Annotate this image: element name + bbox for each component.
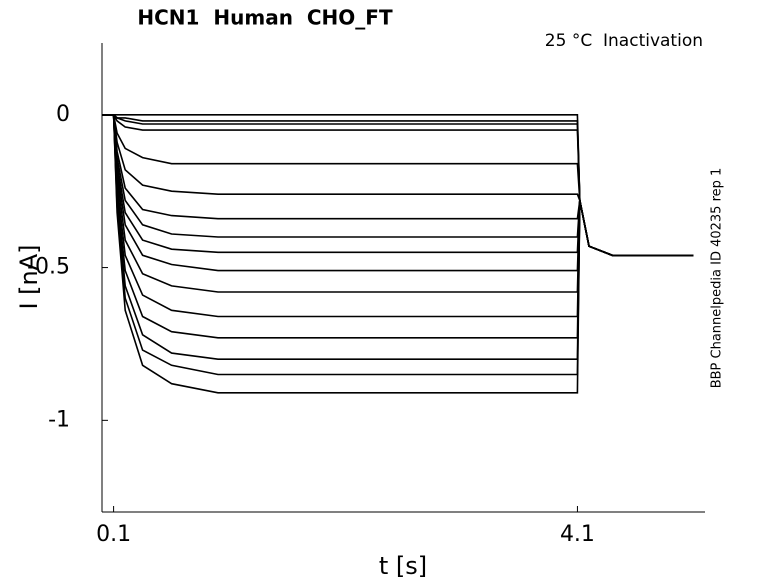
- current-trace: [102, 114, 694, 257]
- current-trace: [102, 114, 694, 257]
- annotation: 25 °C Inactivation: [545, 31, 703, 51]
- current-trace: [102, 114, 694, 257]
- current-trace: [102, 114, 694, 339]
- current-trace: [102, 114, 694, 376]
- y-tick-label: 0: [56, 102, 70, 127]
- current-trace: [102, 114, 694, 293]
- current-trace: [102, 114, 694, 394]
- current-trace: [102, 114, 694, 257]
- y-tick-label: -1: [48, 407, 70, 432]
- current-trace: [102, 114, 694, 257]
- current-trace: [102, 114, 694, 257]
- y-tick-label: -0.5: [27, 255, 70, 280]
- current-trace: [102, 114, 694, 257]
- side-note: BBP Channelpedia ID 40235 rep 1: [710, 168, 725, 389]
- x-tick-label: 4.1: [560, 522, 595, 547]
- chart-title: HCN1 Human CHO_FT: [137, 6, 393, 30]
- x-tick-label: 0.1: [96, 522, 131, 547]
- current-trace: [102, 114, 694, 257]
- y-axis-label: I [nA]: [15, 244, 43, 309]
- x-axis-label: t [s]: [379, 552, 427, 580]
- current-trace: [102, 114, 694, 318]
- current-trace: [102, 114, 694, 257]
